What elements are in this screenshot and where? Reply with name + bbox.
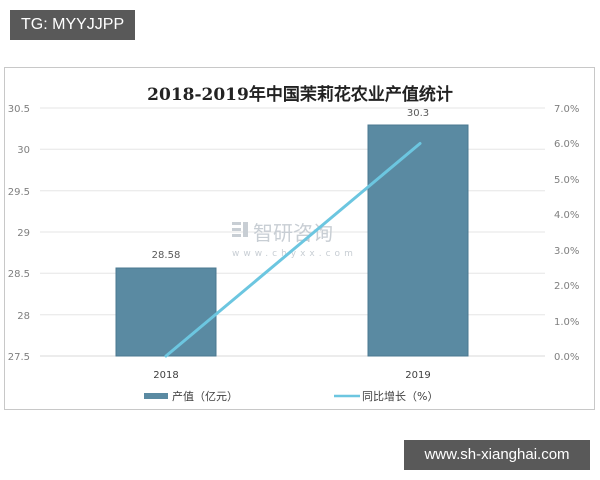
chyxx-logo-icon [232, 222, 248, 237]
svg-text:6.0%: 6.0% [554, 139, 579, 150]
data-label-2018: 28.58 [152, 250, 181, 261]
svg-text:27.5: 27.5 [8, 352, 30, 363]
chart-title: 2018-2019年中国茉莉花农业产值统计 [147, 85, 453, 105]
svg-text:7.0%: 7.0% [554, 104, 579, 115]
site-watermark-badge: www.sh-xianghai.com [404, 440, 590, 470]
svg-text:29.5: 29.5 [8, 187, 30, 198]
svg-text:5.0%: 5.0% [554, 175, 579, 186]
bar-2019 [367, 124, 469, 357]
svg-text:28: 28 [17, 311, 30, 322]
bar-series-output-value [115, 124, 469, 357]
data-label-2019: 30.3 [407, 108, 429, 119]
category-label-2019: 2019 [405, 370, 430, 381]
svg-text:2.0%: 2.0% [554, 281, 579, 292]
chart-frame [4, 67, 595, 410]
svg-text:产值（亿元）: 产值（亿元） [172, 389, 238, 403]
svg-text:28.5: 28.5 [8, 269, 30, 280]
right-axis: 7.0% 6.0% 5.0% 4.0% 3.0% 2.0% 1.0% 0.0% [554, 104, 579, 363]
category-label-2018: 2018 [153, 370, 178, 381]
watermark-chyxx: 智研咨询 www.chyxx.com [232, 221, 357, 259]
left-axis: 30.5 30 29.5 29 28.5 28 27.5 [8, 104, 30, 363]
svg-text:www.chyxx.com: www.chyxx.com [232, 249, 357, 259]
svg-text:29: 29 [17, 228, 30, 239]
svg-text:0.0%: 0.0% [554, 352, 579, 363]
bar-2018 [115, 267, 217, 357]
legend-item-output-value: 产值（亿元） [144, 389, 238, 403]
svg-text:同比增长（%）: 同比增长（%） [362, 389, 438, 403]
svg-text:30.5: 30.5 [8, 104, 30, 115]
svg-text:智研咨询: 智研咨询 [253, 221, 333, 245]
legend-bar-swatch-icon [144, 393, 168, 399]
legend-item-yoy-growth: 同比增长（%） [334, 389, 438, 403]
svg-text:1.0%: 1.0% [554, 317, 579, 328]
svg-text:30: 30 [17, 145, 30, 156]
line-series-yoy-growth [164, 142, 422, 358]
tg-watermark-badge: TG: MYYJJPP [10, 10, 136, 40]
svg-text:3.0%: 3.0% [554, 246, 579, 257]
svg-text:4.0%: 4.0% [554, 210, 579, 221]
legend: 产值（亿元） 同比增长（%） [144, 389, 438, 403]
